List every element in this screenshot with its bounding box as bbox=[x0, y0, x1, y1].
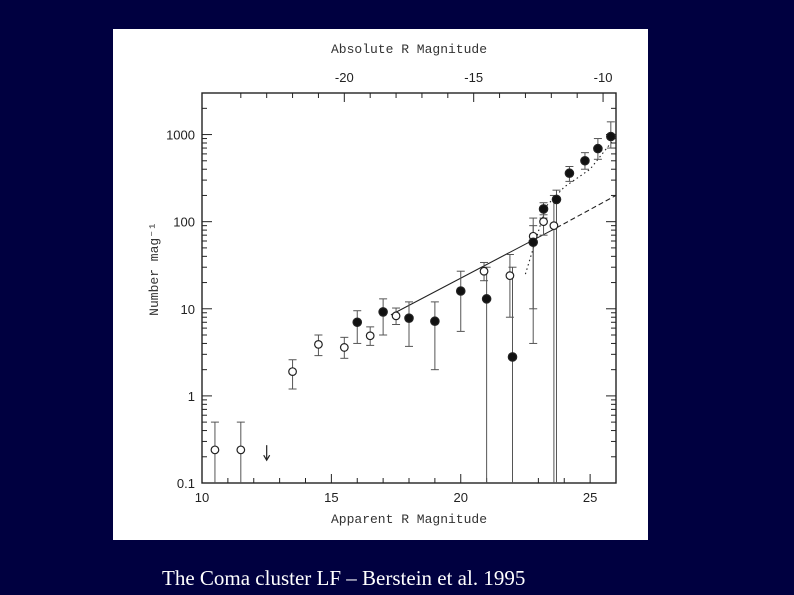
filled-point bbox=[528, 237, 538, 248]
open-point bbox=[391, 311, 401, 321]
open-point bbox=[314, 340, 323, 349]
y-tick-label: 0.1 bbox=[177, 476, 195, 491]
x-tick-label: 20 bbox=[454, 490, 468, 505]
filled-point bbox=[593, 143, 603, 154]
open-point bbox=[339, 343, 349, 352]
open-point bbox=[288, 367, 297, 377]
open-point bbox=[539, 217, 548, 227]
open-point bbox=[365, 331, 375, 341]
y-tick-label: 1000 bbox=[166, 128, 195, 143]
x-tick-label: 25 bbox=[583, 490, 597, 505]
y-tick-label: 100 bbox=[173, 215, 195, 230]
figure-panel: Absolute R Magnitude Apparent R Magnitud… bbox=[113, 29, 648, 540]
filled-point bbox=[580, 155, 590, 166]
filled-point bbox=[352, 317, 363, 328]
y-axis-title: Number mag⁻¹ bbox=[147, 222, 162, 316]
filled-point bbox=[606, 131, 616, 142]
open-point bbox=[210, 445, 220, 455]
filled-point bbox=[430, 316, 440, 327]
open-point bbox=[236, 445, 246, 455]
x2-tick-label: -15 bbox=[464, 70, 483, 85]
filled-point bbox=[564, 168, 575, 179]
slide-caption: The Coma cluster LF – Berstein et al. 19… bbox=[162, 566, 526, 590]
open-point bbox=[479, 266, 489, 276]
filled-point bbox=[378, 307, 388, 317]
fit-line-dashed bbox=[556, 194, 617, 229]
upper-limit-arrowhead bbox=[263, 454, 271, 462]
bottom-axis-title: Apparent R Magnitude bbox=[331, 512, 487, 527]
filled-point bbox=[481, 294, 492, 304]
y-tick-label: 10 bbox=[181, 302, 195, 317]
y-tick-label: 1 bbox=[188, 389, 195, 404]
filled-point bbox=[404, 313, 414, 323]
chart: Absolute R Magnitude Apparent R Magnitud… bbox=[147, 42, 617, 527]
x2-tick-label: -10 bbox=[594, 70, 613, 85]
filled-point bbox=[455, 286, 466, 296]
x2-tick-label: -20 bbox=[335, 70, 354, 85]
filled-point bbox=[551, 194, 562, 205]
filled-point bbox=[538, 204, 549, 214]
open-point bbox=[549, 221, 559, 231]
x-tick-label: 15 bbox=[324, 490, 338, 505]
fit-line-dotted bbox=[524, 136, 617, 275]
top-axis-title: Absolute R Magnitude bbox=[331, 42, 487, 57]
x-tick-label: 10 bbox=[195, 490, 209, 505]
open-point bbox=[505, 271, 515, 281]
filled-point bbox=[507, 352, 518, 362]
